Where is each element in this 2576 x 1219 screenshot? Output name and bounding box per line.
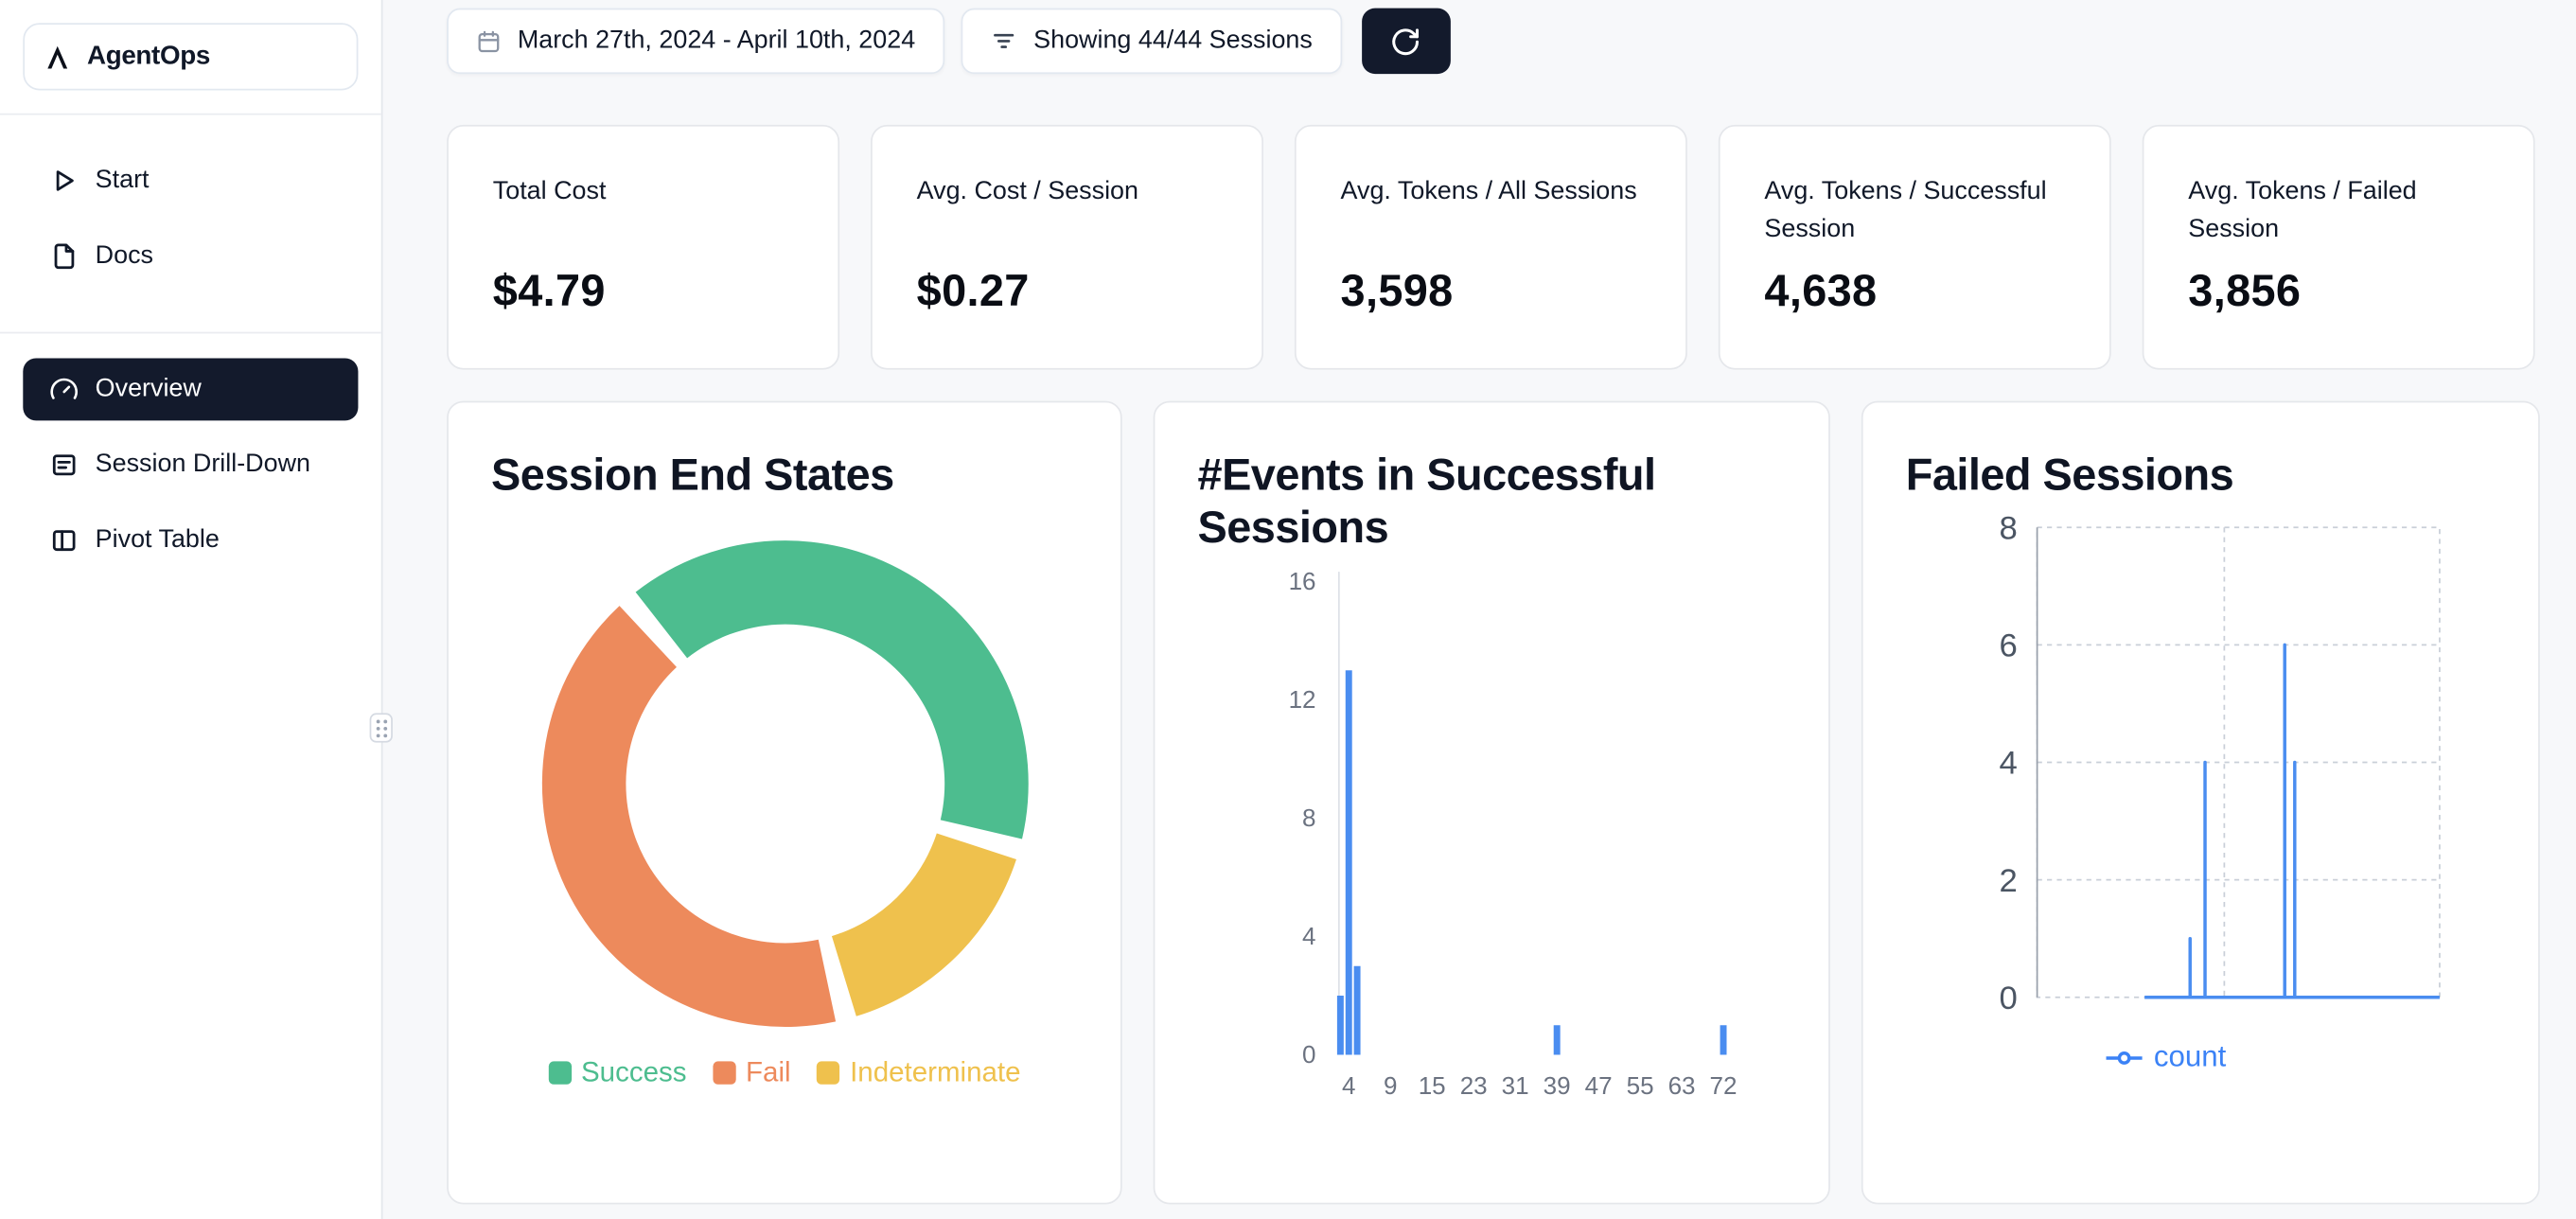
chart-title: Failed Sessions — [1905, 450, 2234, 500]
svg-text:4: 4 — [1999, 746, 2017, 782]
date-range-button[interactable]: March 27th, 2024 - April 10th, 2024 — [447, 8, 945, 75]
session-end-states-card: Session End States Success Fail Indeterm… — [447, 400, 1122, 1205]
agentops-logo-icon — [43, 42, 72, 71]
sidebar-item-pivot-table[interactable]: Pivot Table — [23, 509, 358, 572]
line-legend[interactable]: count — [2106, 1040, 2496, 1075]
sidebar: AgentOps Start Docs Ov — [0, 0, 393, 1219]
svg-text:6: 6 — [1999, 628, 2017, 664]
main-content: March 27th, 2024 - April 10th, 2024 Show… — [382, 0, 2576, 1219]
brand-name: AgentOps — [87, 42, 210, 70]
svg-text:8: 8 — [1999, 511, 2017, 547]
stat-label: Avg. Cost / Session — [916, 177, 1139, 205]
sidebar-item-session-drill-down[interactable]: Session Drill-Down — [23, 433, 358, 496]
events-bar-chart: 0 4 8 12 16 4 9 15 23 31 39 47 55 63 72 — [1198, 558, 1786, 1114]
svg-text:4: 4 — [1342, 1071, 1355, 1100]
svg-text:55: 55 — [1627, 1071, 1654, 1100]
svg-text:63: 63 — [1668, 1071, 1696, 1100]
session-end-states-chart — [491, 521, 1078, 1048]
sidebar-item-label: Docs — [95, 241, 154, 270]
svg-text:9: 9 — [1384, 1071, 1397, 1100]
stat-card-avg-cost-session: Avg. Cost / Session $0.27 — [871, 124, 1263, 370]
stats-row: Total Cost $4.79 Avg. Cost / Session $0.… — [447, 124, 2540, 370]
date-range-label: March 27th, 2024 - April 10th, 2024 — [517, 26, 916, 55]
svg-text:72: 72 — [1710, 1071, 1738, 1100]
line-legend-marker-icon — [2106, 1051, 2143, 1065]
svg-text:0: 0 — [1302, 1040, 1315, 1069]
session-list-icon — [49, 450, 79, 480]
legend-swatch — [817, 1062, 840, 1086]
svg-text:8: 8 — [1302, 804, 1315, 832]
stat-label: Total Cost — [492, 177, 607, 205]
refresh-icon — [1390, 26, 1421, 57]
charts-row: Session End States Success Fail Indeterm… — [447, 400, 2540, 1205]
legend-label: Fail — [746, 1056, 791, 1088]
stat-card-total-cost: Total Cost $4.79 — [447, 124, 840, 370]
sidebar-item-label: Overview — [95, 374, 202, 403]
chart-title: #Events in Successful Sessions — [1197, 450, 1657, 553]
brand-logo-box[interactable]: AgentOps — [23, 23, 359, 91]
sidebar-item-docs[interactable]: Docs — [23, 223, 358, 289]
refresh-button[interactable] — [1361, 8, 1451, 75]
stat-label: Avg. Tokens / Failed Session — [2188, 177, 2417, 243]
pivot-table-icon — [49, 526, 79, 556]
svg-text:15: 15 — [1419, 1071, 1446, 1100]
sessions-filter-label: Showing 44/44 Sessions — [1033, 26, 1313, 55]
svg-text:16: 16 — [1289, 567, 1316, 595]
sidebar-item-label: Pivot Table — [95, 525, 220, 555]
docs-icon — [49, 241, 79, 271]
failed-sessions-card: Failed Sessions 0 2 4 6 8 count — [1861, 400, 2540, 1205]
stat-label: Avg. Tokens / All Sessions — [1340, 177, 1637, 205]
legend-label: Success — [580, 1056, 687, 1088]
donut-legend: Success Fail Indeterminate — [491, 1057, 1078, 1090]
grip-dots-icon — [375, 718, 387, 737]
sidebar-divider-top — [0, 113, 381, 115]
legend-label: Indeterminate — [850, 1056, 1021, 1088]
svg-text:2: 2 — [1999, 863, 2017, 899]
stat-card-avg-tokens-all: Avg. Tokens / All Sessions 3,598 — [1294, 124, 1687, 370]
failed-sessions-chart: 0 2 4 6 8 — [1906, 505, 2496, 1037]
play-icon — [49, 166, 79, 195]
events-in-successful-sessions-card: #Events in Successful Sessions 0 4 8 12 16 4 9… — [1153, 400, 1830, 1205]
sidebar-item-overview[interactable]: Overview — [23, 358, 359, 421]
legend-swatch — [713, 1062, 736, 1086]
calendar-icon — [476, 28, 501, 53]
svg-text:39: 39 — [1544, 1071, 1571, 1100]
sidebar-resize-handle[interactable] — [369, 713, 393, 743]
gauge-icon — [49, 375, 79, 404]
legend-item[interactable]: Indeterminate — [817, 1056, 1021, 1090]
toolbar: March 27th, 2024 - April 10th, 2024 Show… — [447, 8, 2540, 75]
line-legend-label: count — [2153, 1040, 2227, 1074]
stat-value: $0.27 — [916, 266, 1030, 316]
svg-text:31: 31 — [1502, 1071, 1529, 1100]
sidebar-main-nav: Overview Session Drill-Down Pivot Table — [0, 333, 381, 601]
stat-value: $4.79 — [492, 266, 606, 316]
legend-item[interactable]: Fail — [713, 1056, 791, 1090]
sessions-filter-button[interactable]: Showing 44/44 Sessions — [961, 8, 1343, 75]
sidebar-top-nav: Start Docs — [0, 115, 381, 332]
svg-text:0: 0 — [1999, 981, 2017, 1017]
svg-text:23: 23 — [1460, 1071, 1488, 1100]
svg-text:47: 47 — [1585, 1071, 1613, 1100]
sidebar-divider-mid — [0, 331, 381, 334]
sidebar-item-label: Start — [95, 166, 150, 194]
legend-swatch — [548, 1062, 572, 1086]
stat-value: 3,598 — [1340, 266, 1454, 316]
filter-icon — [991, 28, 1017, 55]
stat-label: Avg. Tokens / Successful Session — [1764, 177, 2047, 243]
svg-text:4: 4 — [1302, 922, 1315, 950]
sidebar-item-start[interactable]: Start — [23, 148, 358, 213]
stat-value: 4,638 — [1764, 266, 1878, 316]
stat-card-avg-tokens-failed: Avg. Tokens / Failed Session 3,856 — [2142, 124, 2535, 370]
legend-item[interactable]: Success — [548, 1056, 687, 1090]
svg-text:12: 12 — [1289, 685, 1316, 714]
sidebar-item-label: Session Drill-Down — [95, 450, 310, 479]
chart-title: Session End States — [491, 450, 894, 500]
stat-card-avg-tokens-successful: Avg. Tokens / Successful Session 4,638 — [1718, 124, 2111, 370]
stat-value: 3,856 — [2188, 266, 2302, 316]
